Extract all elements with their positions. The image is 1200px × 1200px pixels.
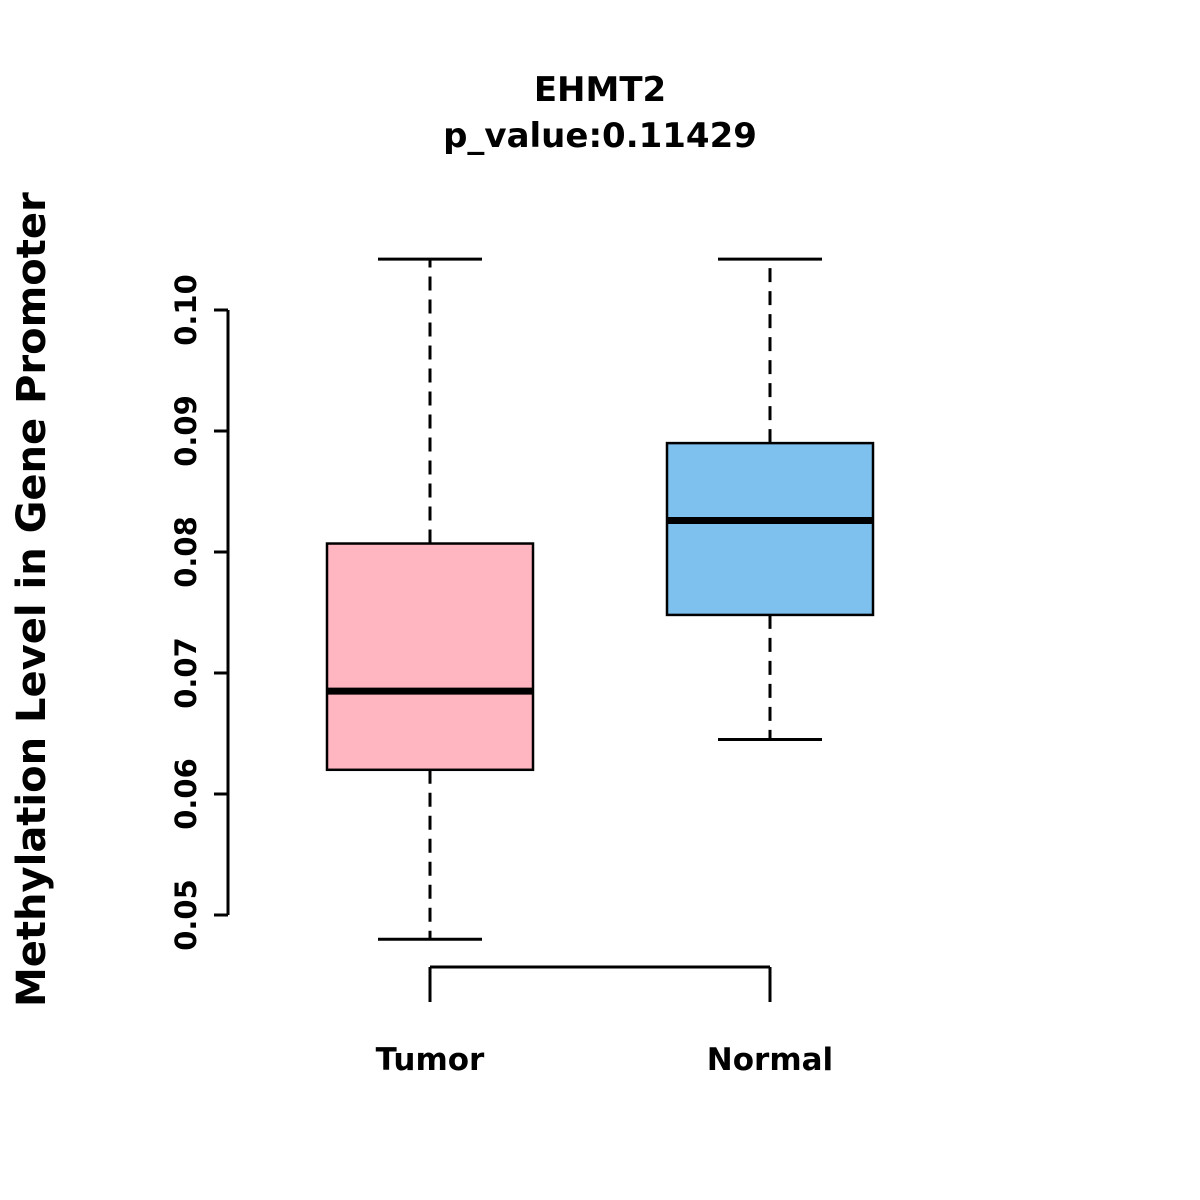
x-category-label-tumor: Tumor (376, 1042, 485, 1078)
y-tick-label: 0.05 (169, 879, 203, 951)
y-axis-label: Methylation Level in Gene Promoter (9, 192, 55, 1008)
tumor-box (325, 542, 535, 772)
normal-box (665, 441, 875, 617)
y-tick-label: 0.09 (169, 395, 203, 467)
chart-title: EHMT2 (533, 70, 667, 110)
y-tick-label: 0.07 (169, 637, 203, 709)
y-tick-label: 0.08 (169, 516, 203, 588)
x-category-label-normal: Normal (707, 1042, 833, 1078)
chart-subtitle-pvalue: p_value:0.11429 (443, 116, 757, 156)
y-tick-label: 0.10 (169, 274, 203, 346)
y-tick-label: 0.06 (169, 758, 203, 830)
